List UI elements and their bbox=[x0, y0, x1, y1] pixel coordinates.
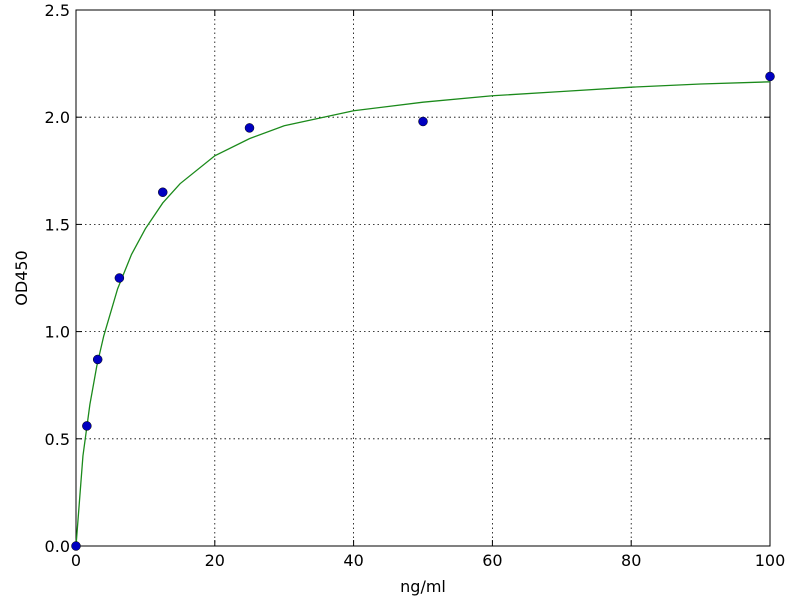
data-point bbox=[92, 354, 103, 365]
x-tick-label: 0 bbox=[71, 551, 81, 570]
data-point bbox=[765, 71, 775, 82]
x-axis-label: ng/ml bbox=[400, 577, 446, 596]
data-point bbox=[71, 541, 81, 551]
plot-frame bbox=[75, 9, 771, 547]
y-tick-label: 1.5 bbox=[45, 215, 70, 234]
data-point bbox=[82, 421, 92, 431]
x-tick-label: 40 bbox=[343, 551, 363, 570]
x-tick-label: 80 bbox=[621, 551, 641, 570]
y-tick-label: 0.0 bbox=[45, 537, 70, 556]
x-tick-label: 60 bbox=[482, 551, 502, 570]
data-point bbox=[244, 123, 255, 133]
fit-curve bbox=[75, 81, 771, 547]
y-tick-label: 2.0 bbox=[45, 108, 70, 127]
data-point bbox=[158, 187, 168, 197]
data-point bbox=[114, 273, 125, 283]
x-tick-label: 100 bbox=[755, 551, 786, 570]
data-point bbox=[418, 116, 428, 127]
x-tick-label: 20 bbox=[205, 551, 225, 570]
y-tick-label: 0.5 bbox=[45, 430, 70, 449]
y-tick-label: 2.5 bbox=[45, 1, 70, 20]
y-tick-label: 1.0 bbox=[45, 323, 70, 342]
y-axis-label: OD450 bbox=[12, 250, 31, 305]
